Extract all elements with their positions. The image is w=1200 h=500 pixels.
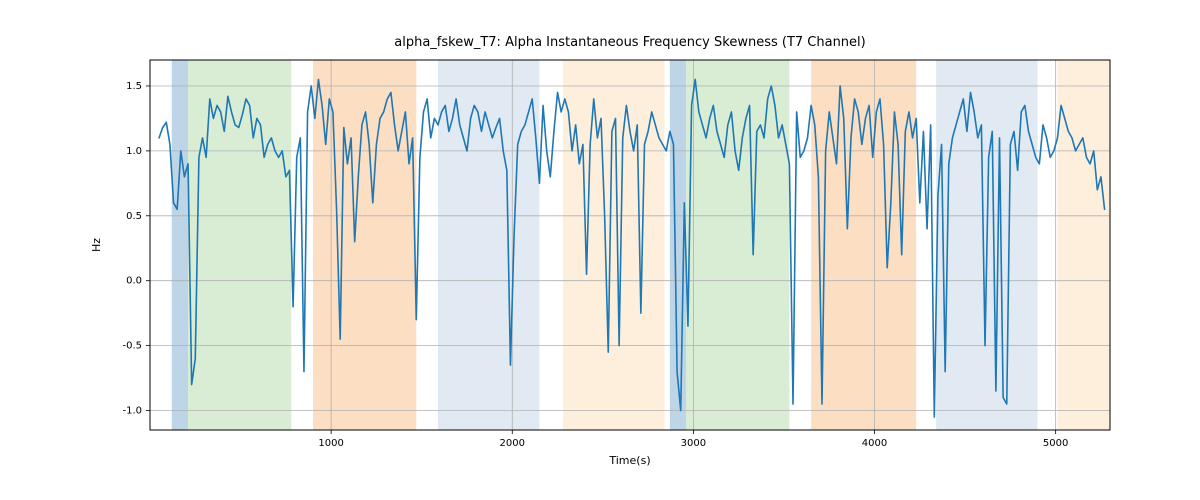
x-tick-label: 4000 [862, 438, 887, 449]
x-tick-label: 5000 [1043, 438, 1068, 449]
y-tick-label: 0.5 [126, 211, 142, 222]
x-axis-label: Time(s) [608, 454, 650, 467]
band-region [563, 60, 664, 430]
x-tick-label: 1000 [318, 438, 343, 449]
y-ticks: -1.0 -0.5 0.0 0.5 1.0 1.5 [122, 81, 150, 417]
band-region [172, 60, 188, 430]
x-tick-label: 2000 [500, 438, 525, 449]
y-tick-label: 1.5 [126, 81, 142, 92]
band-region [686, 60, 789, 430]
band-region [811, 60, 916, 430]
x-ticks: 1000 2000 3000 4000 5000 [318, 430, 1068, 449]
band-region [1057, 60, 1110, 430]
y-tick-label: -0.5 [122, 341, 142, 352]
x-tick-label: 3000 [681, 438, 706, 449]
line-chart-figure: 1000 2000 3000 4000 5000 -1.0 -0.5 0.0 0.5 1.0 1.5… [0, 0, 1200, 500]
band-region [188, 60, 291, 430]
y-tick-label: -1.0 [122, 406, 142, 417]
y-tick-label: 1.0 [126, 146, 142, 157]
y-axis-label: Hz [90, 238, 103, 252]
y-tick-label: 0.0 [126, 276, 142, 287]
chart-title: alpha_fskew_T7: Alpha Instantaneous Freq… [394, 35, 865, 50]
